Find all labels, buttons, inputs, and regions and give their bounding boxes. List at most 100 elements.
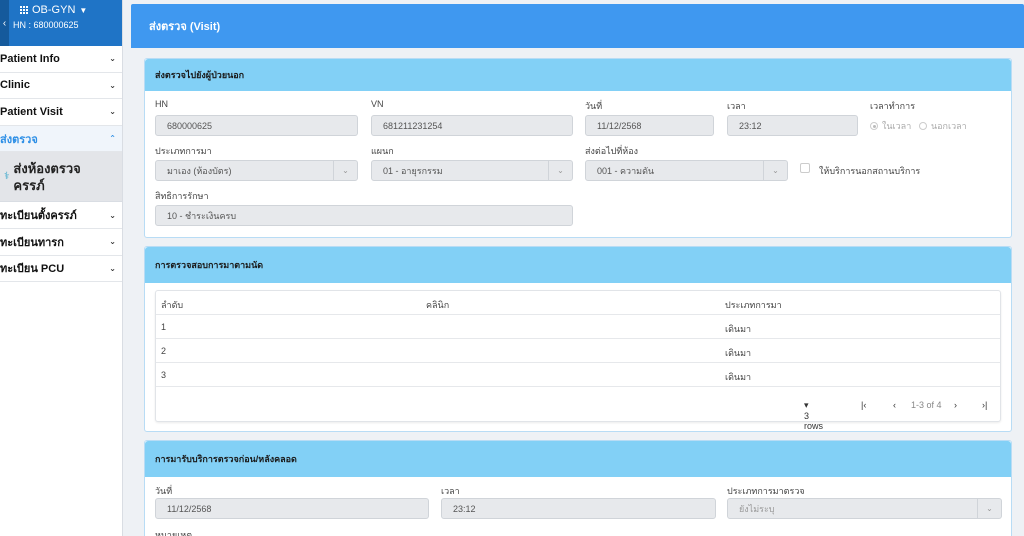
anc-type-select[interactable]: ยังไม่ระบุ ⌄ <box>727 498 1002 519</box>
table-row[interactable]: 3 เดินมา <box>156 363 1000 387</box>
patient-hn: HN : 680000625 <box>13 20 79 30</box>
chevron-down-icon: ⌄ <box>333 161 357 180</box>
room-value: 001 - ความดัน <box>597 165 655 176</box>
table-row[interactable]: 2 เดินมา <box>156 339 1000 363</box>
anc-note-label: หมายเหตุ <box>155 530 193 536</box>
sidebar-item-pcu-registry[interactable]: ทะเบียน PCU ⌄ <box>0 256 122 283</box>
sidebar-item-label: ทะเบียนทารก <box>0 236 64 249</box>
sidebar-item-patient-visit[interactable]: Patient Visit ⌄ <box>0 99 122 126</box>
vn-value: 681211231254 <box>383 120 443 131</box>
cell-no: 2 <box>161 346 167 356</box>
radio-unselected-icon <box>919 122 927 130</box>
time-field[interactable]: 23:12 <box>727 115 858 136</box>
opd-section: ส่งตรวจไปยังผู้ป่วยนอก HN 680000625 VN 6… <box>144 58 1012 238</box>
room-select[interactable]: 001 - ความดัน ⌄ <box>585 160 788 181</box>
hn-field: 680000625 <box>155 115 358 136</box>
worktime-in-radio[interactable]: ในเวลา <box>870 119 911 133</box>
last-page-icon[interactable]: ›| <box>982 400 988 410</box>
radio-selected-icon <box>870 122 878 130</box>
right-label: สิทธิการรักษา <box>155 191 209 201</box>
vn-label: VN <box>371 99 384 109</box>
outside-service-checkbox[interactable] <box>800 163 810 173</box>
date-value: 11/12/2568 <box>597 120 642 131</box>
rows-per-page-value: 3 rows <box>804 411 824 431</box>
page-title: ส่งตรวจ (Visit) <box>149 21 221 33</box>
sidebar-subitem-anc-room[interactable]: ⚕ ส่งห้องตรวจ ครรภ์ <box>0 152 122 203</box>
dept-label: แผนก <box>371 146 394 156</box>
chevron-left-icon[interactable]: ‹ <box>0 0 9 46</box>
next-page-icon[interactable]: › <box>954 400 957 410</box>
chevron-down-icon: ⌄ <box>109 80 116 90</box>
table-header: ลำดับ คลินิก ประเภทการมา <box>156 291 1000 315</box>
stethoscope-icon: ⚕ <box>4 171 10 183</box>
anc-section-title: การมารับบริการตรวจก่อน/หลังคลอด <box>145 441 1011 477</box>
anc-date-label: วันที่ <box>155 486 173 496</box>
page-info: 1-3 of 4 <box>911 400 942 410</box>
arrival-label: ประเภทการมา <box>155 146 212 156</box>
app-name: OB-GYN <box>32 4 76 16</box>
table-pagination: 3 rows ▾ |‹ ‹ 1-3 of 4 › ›| <box>156 389 1000 431</box>
hn-value: 680000625 <box>167 120 213 131</box>
sidebar-item-patient-info[interactable]: Patient Info ⌄ <box>0 46 122 73</box>
anc-type-value: ยังไม่ระบุ <box>739 503 775 514</box>
right-value: 10 - ชำระเงินครบ <box>167 210 237 221</box>
chevron-up-icon: ⌃ <box>109 134 116 144</box>
appointment-section-title: การตรวจสอบการมาตามนัด <box>145 247 1011 283</box>
sidebar-item-label: ทะเบียน PCU <box>0 263 65 276</box>
dept-value: 01 - อายุรกรรม <box>383 165 443 176</box>
cell-no: 1 <box>161 322 167 332</box>
cell-type: เดินมา <box>725 324 752 334</box>
sidebar-item-infant-registry[interactable]: ทะเบียนทารก ⌄ <box>0 229 122 256</box>
cell-type: เดินมา <box>725 348 752 358</box>
sidebar-header: ‹ OB-GYN ▼ HN : 680000625 <box>0 0 122 46</box>
vn-field: 681211231254 <box>371 115 573 136</box>
cell-type: เดินมา <box>725 372 752 382</box>
anc-time-label: เวลา <box>441 486 460 496</box>
main-content: ส่งตรวจ (Visit) ส่งตรวจไปยังผู้ป่วยนอก H… <box>131 0 1024 536</box>
sidebar-item-label: Patient Info <box>0 52 60 65</box>
worktime-out-label: นอกเวลา <box>931 121 967 131</box>
table-row[interactable]: 1 เดินมา <box>156 315 1000 339</box>
chevron-down-icon: ⌄ <box>109 107 116 117</box>
col-header-clinic[interactable]: คลินิก <box>426 300 450 310</box>
app-switcher[interactable]: OB-GYN ▼ <box>20 4 87 16</box>
first-page-icon[interactable]: |‹ <box>861 400 867 410</box>
sidebar-item-label: ส่งตรวจ <box>0 133 38 146</box>
dept-select[interactable]: 01 - อายุรกรรม ⌄ <box>371 160 573 181</box>
col-header-no[interactable]: ลำดับ <box>161 300 184 310</box>
arrival-value: มาเอง (ห้องบัตร) <box>167 165 232 176</box>
right-field: 10 - ชำระเงินครบ <box>155 205 573 226</box>
chevron-down-icon: ⌄ <box>109 237 116 247</box>
sidebar-item-label: ทะเบียนตั้งครรภ์ <box>0 210 77 223</box>
anc-time-field[interactable]: 23:12 <box>441 498 716 519</box>
page-header: ส่งตรวจ (Visit) <box>131 4 1024 48</box>
sidebar-subitem-line2: ครรภ์ <box>13 177 45 193</box>
sidebar-item-send-exam[interactable]: ส่งตรวจ ⌃ <box>0 125 122 153</box>
room-label: ส่งต่อไปที่ห้อง <box>585 146 639 156</box>
worktime-out-radio[interactable]: นอกเวลา <box>919 119 967 133</box>
sidebar-item-clinic[interactable]: Clinic ⌄ <box>0 73 122 100</box>
sidebar-item-pregnancy-registry[interactable]: ทะเบียนตั้งครรภ์ ⌄ <box>0 202 122 229</box>
worktime-in-label: ในเวลา <box>882 121 912 131</box>
arrival-select[interactable]: มาเอง (ห้องบัตร) ⌄ <box>155 160 358 181</box>
chevron-down-icon: ⌄ <box>109 54 116 64</box>
time-label: เวลา <box>727 101 746 111</box>
date-field[interactable]: 11/12/2568 <box>585 115 714 136</box>
sidebar-subitem-line1: ส่งห้องตรวจ <box>13 160 81 176</box>
anc-date-field[interactable]: 11/12/2568 <box>155 498 429 519</box>
chevron-down-icon: ⌄ <box>548 161 572 180</box>
chevron-down-icon: ⌄ <box>977 499 1001 518</box>
date-label: วันที่ <box>585 101 603 111</box>
chevron-down-icon: ⌄ <box>763 161 787 180</box>
prev-page-icon[interactable]: ‹ <box>893 400 896 410</box>
cell-no: 3 <box>161 370 167 380</box>
rows-per-page-select[interactable]: 3 rows ▾ <box>804 400 824 431</box>
hn-label: HN <box>155 99 168 109</box>
worktime-label: เวลาทำการ <box>870 101 916 111</box>
col-header-type[interactable]: ประเภทการมา <box>725 300 782 310</box>
opd-section-title: ส่งตรวจไปยังผู้ป่วยนอก <box>145 59 1011 91</box>
appointment-section: การตรวจสอบการมาตามนัด ลำดับ คลินิก ประเภ… <box>144 246 1012 432</box>
anc-date-value: 11/12/2568 <box>167 503 212 514</box>
sidebar-item-label: Patient Visit <box>0 105 63 118</box>
sidebar-item-label: Clinic <box>0 79 30 92</box>
